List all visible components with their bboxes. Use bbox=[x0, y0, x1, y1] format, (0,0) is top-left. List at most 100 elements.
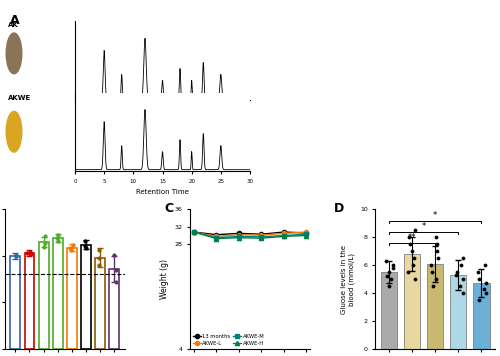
13 months bbox=[214, 232, 220, 237]
Text: AK: AK bbox=[8, 22, 19, 28]
Point bbox=[81, 243, 89, 248]
Bar bbox=[109, 269, 119, 349]
AKWE-M bbox=[258, 235, 264, 239]
Point bbox=[453, 269, 461, 275]
Point bbox=[475, 276, 483, 282]
Point bbox=[386, 283, 394, 289]
Point bbox=[12, 253, 20, 259]
Line: AKWE-H: AKWE-H bbox=[192, 230, 308, 241]
Point bbox=[53, 235, 61, 241]
13 months bbox=[191, 230, 197, 234]
Point bbox=[404, 269, 411, 275]
Point bbox=[428, 269, 436, 275]
Text: A: A bbox=[10, 14, 20, 27]
13 months bbox=[236, 231, 242, 236]
Point bbox=[480, 286, 488, 292]
AKWE-H bbox=[236, 236, 242, 240]
Point bbox=[458, 290, 466, 296]
Point bbox=[12, 253, 20, 259]
AKWE-L bbox=[303, 230, 309, 234]
Point bbox=[42, 240, 50, 246]
AKWE-M bbox=[303, 232, 309, 236]
AKWE-M bbox=[214, 236, 220, 240]
13 months bbox=[303, 231, 309, 235]
Point bbox=[26, 249, 34, 255]
Bar bbox=[81, 245, 91, 349]
Bar bbox=[404, 254, 420, 349]
Text: D: D bbox=[334, 203, 344, 215]
Circle shape bbox=[6, 33, 22, 74]
Point bbox=[430, 283, 438, 289]
13 months bbox=[280, 230, 286, 234]
13 months bbox=[258, 232, 264, 236]
Bar bbox=[10, 256, 20, 349]
Bar bbox=[95, 258, 105, 349]
Line: AKWE-M: AKWE-M bbox=[192, 230, 308, 240]
Text: C: C bbox=[164, 203, 173, 215]
Point bbox=[456, 262, 464, 268]
Point bbox=[112, 267, 120, 273]
Point bbox=[387, 276, 395, 282]
Point bbox=[432, 235, 440, 240]
X-axis label: Retention Time: Retention Time bbox=[136, 189, 189, 195]
Bar bbox=[67, 247, 76, 349]
Point bbox=[54, 232, 62, 238]
AKWE-M bbox=[236, 234, 242, 239]
Point bbox=[482, 290, 490, 296]
Point bbox=[69, 242, 77, 247]
Point bbox=[434, 255, 442, 261]
Point bbox=[40, 244, 48, 250]
Text: *: * bbox=[422, 222, 426, 231]
Point bbox=[410, 227, 418, 233]
Point bbox=[54, 238, 62, 244]
Point bbox=[476, 297, 484, 303]
Point bbox=[110, 252, 118, 258]
AKWE-L bbox=[191, 230, 197, 234]
Bar bbox=[427, 264, 444, 349]
Point bbox=[24, 250, 32, 256]
Text: **: ** bbox=[408, 233, 416, 242]
Point bbox=[482, 262, 490, 268]
AKWE-H bbox=[280, 234, 286, 239]
Point bbox=[406, 235, 413, 240]
Point bbox=[474, 269, 482, 275]
Bar bbox=[381, 272, 397, 349]
AKWE-L bbox=[214, 234, 220, 239]
Legend: 13 months, AKWE-L, AKWE-M, AKWE-H: 13 months, AKWE-L, AKWE-M, AKWE-H bbox=[193, 334, 264, 346]
Point bbox=[12, 252, 20, 258]
Bar bbox=[24, 253, 34, 349]
Y-axis label: Weight (g): Weight (g) bbox=[160, 259, 169, 299]
Point bbox=[81, 238, 89, 244]
Point bbox=[406, 241, 413, 247]
Point bbox=[410, 276, 418, 282]
AKWE-H bbox=[258, 236, 264, 240]
Point bbox=[482, 281, 490, 286]
AKWE-M bbox=[191, 230, 197, 234]
Point bbox=[112, 279, 120, 285]
Line: 13 months: 13 months bbox=[192, 230, 308, 237]
Point bbox=[68, 247, 76, 253]
AKWE-M bbox=[280, 234, 286, 238]
Point bbox=[96, 247, 104, 253]
Bar bbox=[474, 283, 490, 349]
Bar bbox=[38, 242, 48, 349]
Bar bbox=[53, 238, 62, 349]
Point bbox=[388, 265, 396, 271]
AKWE-H bbox=[191, 230, 197, 234]
AKWE-H bbox=[303, 234, 309, 238]
AKWE-L bbox=[258, 233, 264, 237]
Text: AKWE: AKWE bbox=[8, 95, 31, 101]
Text: *: * bbox=[433, 211, 438, 220]
Point bbox=[410, 262, 418, 268]
Point bbox=[452, 272, 460, 278]
Point bbox=[408, 248, 416, 254]
Line: AKWE-L: AKWE-L bbox=[192, 230, 308, 239]
Point bbox=[459, 255, 467, 261]
Point bbox=[432, 276, 440, 282]
Point bbox=[382, 258, 390, 264]
AKWE-L bbox=[236, 232, 242, 237]
Point bbox=[41, 234, 49, 239]
Y-axis label: Gluose levels in the
blood (mmol/L): Gluose levels in the blood (mmol/L) bbox=[341, 245, 354, 314]
AKWE-L bbox=[280, 231, 286, 236]
Bar bbox=[450, 275, 466, 349]
